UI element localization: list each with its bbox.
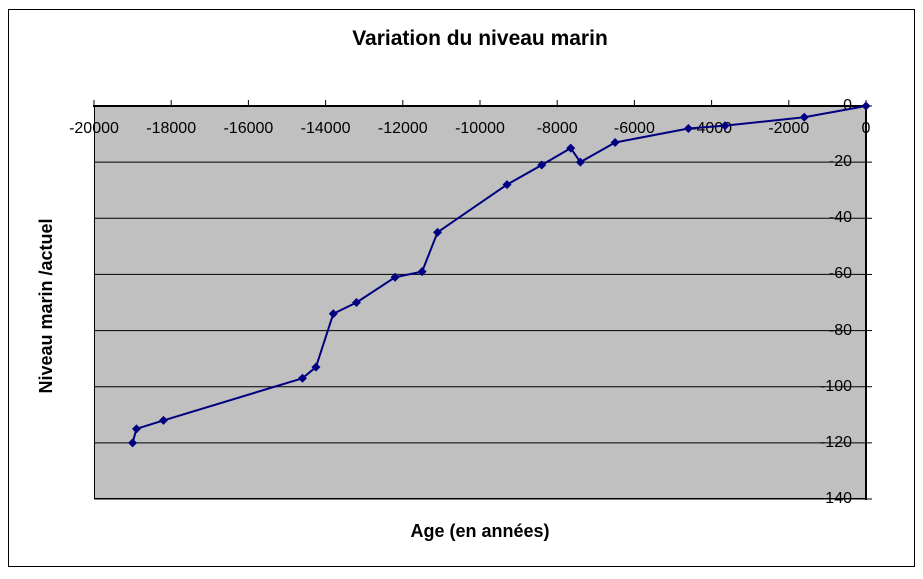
x-tick-label: -20000 bbox=[69, 120, 119, 137]
y-tick-label: -120 bbox=[819, 433, 852, 451]
plot-area bbox=[94, 106, 866, 499]
y-tick-label: -60 bbox=[828, 265, 852, 283]
y-tick-label: -100 bbox=[819, 377, 852, 395]
x-tick-label: 0 bbox=[861, 120, 871, 137]
y-tick-label: 0 bbox=[843, 97, 852, 114]
y-axis-title: Niveau marin /actuel bbox=[36, 218, 56, 394]
y-tick-label: -20 bbox=[828, 153, 852, 171]
chart-frame bbox=[8, 9, 915, 567]
x-axis-title: Age (en années) bbox=[410, 521, 550, 541]
chart-title: Variation du niveau marin bbox=[352, 27, 608, 50]
y-tick-label: -140 bbox=[819, 490, 852, 507]
y-tick-label: -40 bbox=[828, 209, 852, 227]
y-tick-label: -80 bbox=[828, 321, 852, 339]
